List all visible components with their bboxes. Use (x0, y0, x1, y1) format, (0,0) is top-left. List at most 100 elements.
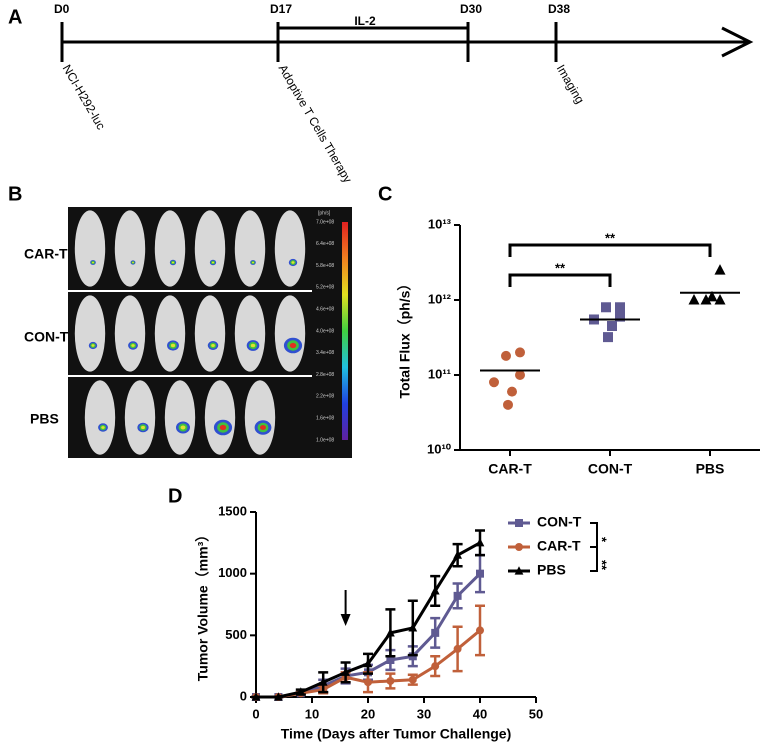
event-label: Imaging (554, 62, 587, 106)
data-point (489, 377, 499, 388)
x-tick-label: 30 (417, 706, 431, 721)
data-point (475, 538, 485, 547)
data-point (501, 350, 511, 361)
data-point (408, 623, 418, 632)
mouse (84, 380, 116, 455)
data-point (363, 658, 373, 668)
day-label: D17 (270, 2, 292, 16)
panel-label: D (168, 485, 182, 507)
significance-label: ** (595, 560, 610, 571)
signal-inner (219, 424, 227, 431)
legend-marker (515, 519, 523, 527)
data-point (431, 662, 440, 671)
data-point (601, 302, 611, 313)
colorbar-tick: 2.2e+08 (316, 394, 334, 400)
signal-inner (180, 425, 186, 430)
x-tick-label: CAR-T (488, 461, 532, 477)
signal-inner (289, 342, 297, 349)
day-label: D38 (548, 2, 570, 16)
data-point (364, 678, 372, 687)
signal-inner (92, 261, 94, 264)
signal-inner (211, 344, 215, 347)
significance-bracket (590, 522, 598, 572)
y-tick-label: 10¹¹ (428, 366, 451, 381)
panel-label: C (378, 183, 392, 205)
significance-label: * (595, 537, 610, 543)
signal-inner (171, 261, 175, 264)
event-label: Adoptive T Cells Therapy (276, 62, 355, 185)
data-point (453, 550, 462, 559)
arrow-head (340, 614, 351, 626)
significance-label: ** (605, 230, 616, 245)
data-point (318, 677, 328, 686)
colorbar-tick: 1.0e+08 (316, 437, 334, 443)
legend-label: CON-T (537, 514, 582, 530)
colorbar-tick: 4.6e+08 (316, 307, 334, 313)
mouse (194, 295, 226, 372)
day-label: D30 (460, 2, 482, 16)
mouse (234, 210, 266, 287)
y-tick-label: 10¹³ (428, 216, 452, 231)
data-point (341, 667, 350, 676)
data-point (503, 399, 513, 410)
data-point (453, 591, 462, 600)
legend-label: CAR-T (537, 538, 581, 554)
mouse (274, 295, 306, 372)
data-point (615, 311, 625, 322)
colorbar-unit: [ph/s] (318, 210, 331, 216)
y-tick-label: 1500 (218, 503, 247, 518)
mouse (74, 210, 106, 287)
colorbar (342, 222, 348, 440)
mouse (74, 295, 106, 372)
data-point (274, 692, 283, 701)
group-label: CAR-T (24, 246, 68, 262)
y-tick-label: 500 (225, 627, 247, 642)
colorbar-tick: 5.8e+08 (316, 263, 334, 269)
data-point (714, 264, 726, 275)
treatment-label: IL-2 (354, 14, 376, 28)
signal-inner (170, 343, 176, 348)
data-point (453, 644, 462, 653)
data-point (507, 386, 517, 397)
x-tick-label: 10 (305, 706, 319, 721)
colorbar-tick: 7.0e+08 (316, 219, 334, 225)
signal-inner (252, 261, 254, 264)
mouse (204, 380, 236, 455)
significance-bracket (508, 243, 712, 257)
mouse (124, 380, 156, 455)
colorbar-tick: 5.2e+08 (316, 285, 334, 291)
data-point (688, 294, 700, 305)
data-point (476, 569, 484, 578)
colorbar-tick: 6.4e+08 (316, 241, 334, 247)
group-label: PBS (30, 411, 59, 427)
significance-label: ** (555, 260, 566, 275)
data-point (706, 290, 718, 302)
colorbar-tick: 4.0e+08 (316, 328, 334, 334)
mouse (154, 210, 186, 287)
data-point (386, 676, 395, 685)
significance-bracket (508, 273, 612, 287)
data-point (296, 687, 306, 696)
colorbar-tick: 1.6e+08 (316, 416, 334, 422)
mouse (244, 380, 276, 455)
data-point (603, 332, 613, 343)
mouse (234, 295, 266, 372)
x-tick-label: 40 (473, 706, 487, 721)
mouse (114, 210, 146, 287)
y-tick-label: 0 (240, 688, 247, 703)
x-tick-label: CON-T (588, 461, 633, 477)
panel-label: B (8, 183, 22, 205)
mouse (194, 210, 226, 287)
signal-inner (101, 426, 105, 429)
x-tick-label: 20 (361, 706, 375, 721)
data-point (431, 628, 440, 637)
data-point (700, 294, 712, 305)
mouse (274, 210, 306, 287)
signal-inner (131, 344, 135, 347)
timeline-arrow (721, 26, 754, 58)
data-point (615, 302, 625, 313)
x-tick-label: PBS (696, 461, 725, 477)
data-point (515, 370, 525, 380)
data-point (430, 586, 440, 595)
